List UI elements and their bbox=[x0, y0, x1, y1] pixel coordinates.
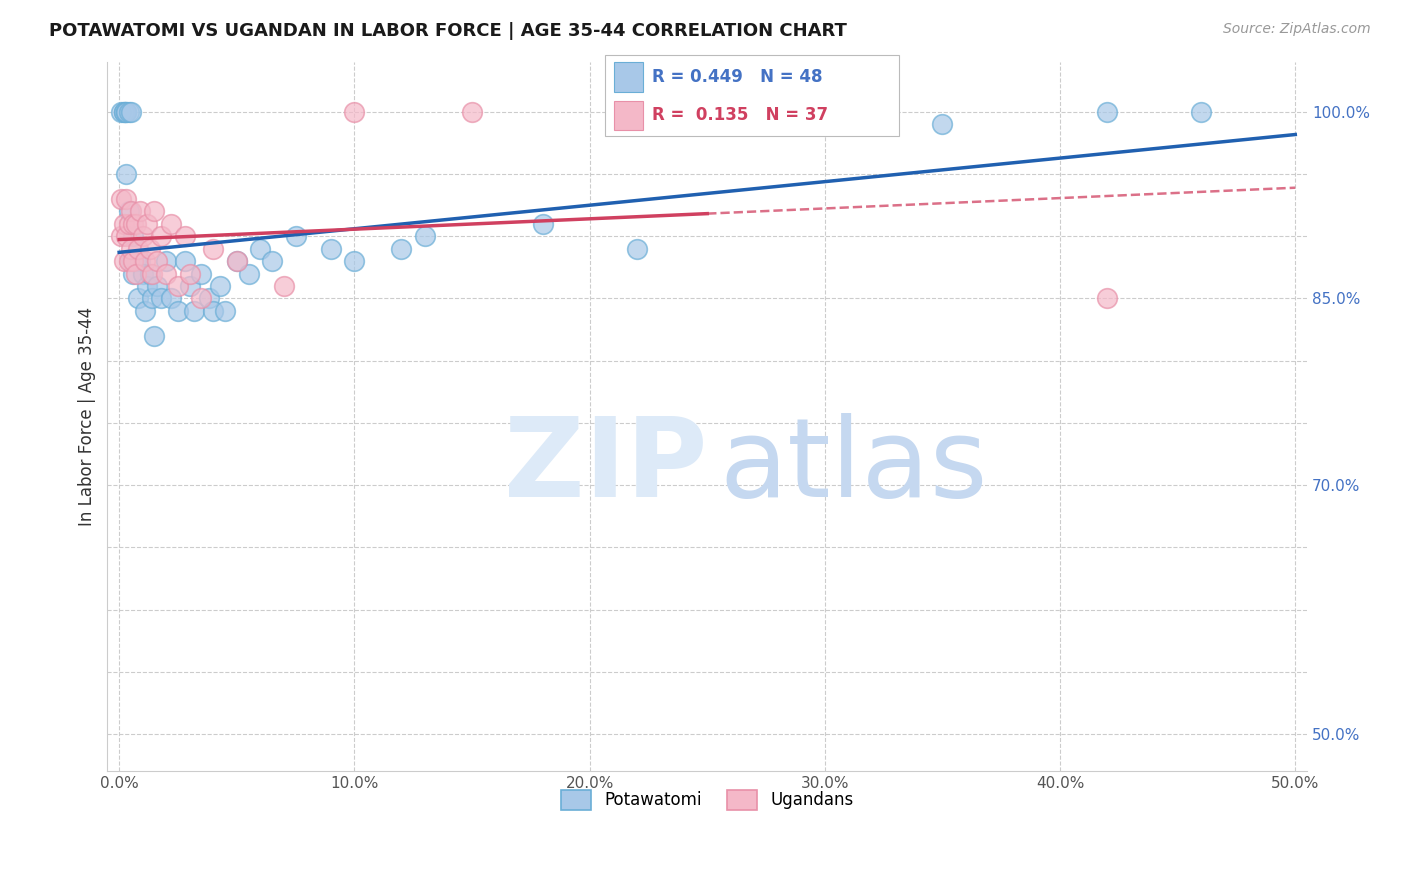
Point bbox=[141, 267, 163, 281]
Point bbox=[120, 104, 142, 119]
Point bbox=[202, 242, 225, 256]
Point bbox=[141, 292, 163, 306]
Point bbox=[134, 304, 156, 318]
Point bbox=[117, 104, 139, 119]
Point bbox=[136, 279, 159, 293]
Point bbox=[160, 217, 183, 231]
Text: Source: ZipAtlas.com: Source: ZipAtlas.com bbox=[1223, 22, 1371, 37]
Point bbox=[117, 217, 139, 231]
Point bbox=[131, 267, 153, 281]
Point bbox=[146, 279, 169, 293]
Point bbox=[202, 304, 225, 318]
Point bbox=[115, 192, 138, 206]
Point bbox=[174, 254, 197, 268]
Point bbox=[413, 229, 436, 244]
Point bbox=[179, 279, 201, 293]
Point bbox=[129, 204, 152, 219]
Point bbox=[273, 279, 295, 293]
Point bbox=[112, 217, 135, 231]
Point bbox=[284, 229, 307, 244]
Point bbox=[122, 217, 145, 231]
Legend: Potawatomi, Ugandans: Potawatomi, Ugandans bbox=[554, 784, 860, 816]
Point bbox=[143, 328, 166, 343]
Point bbox=[117, 254, 139, 268]
Point bbox=[115, 229, 138, 244]
Point bbox=[143, 204, 166, 219]
Text: POTAWATOMI VS UGANDAN IN LABOR FORCE | AGE 35-44 CORRELATION CHART: POTAWATOMI VS UGANDAN IN LABOR FORCE | A… bbox=[49, 22, 846, 40]
Point bbox=[124, 267, 146, 281]
Point bbox=[190, 267, 212, 281]
Point bbox=[155, 267, 177, 281]
Point bbox=[238, 267, 260, 281]
Point bbox=[1189, 104, 1212, 119]
Point bbox=[124, 217, 146, 231]
Point bbox=[150, 292, 173, 306]
Point bbox=[626, 242, 648, 256]
Point bbox=[931, 117, 953, 131]
Point bbox=[112, 104, 135, 119]
Point bbox=[343, 104, 366, 119]
Point bbox=[531, 217, 554, 231]
Point bbox=[1095, 104, 1118, 119]
Point bbox=[190, 292, 212, 306]
Point bbox=[112, 104, 135, 119]
Point bbox=[136, 217, 159, 231]
Y-axis label: In Labor Force | Age 35-44: In Labor Force | Age 35-44 bbox=[79, 307, 96, 526]
Point bbox=[179, 267, 201, 281]
Point bbox=[150, 229, 173, 244]
Point bbox=[391, 242, 413, 256]
Point bbox=[343, 254, 366, 268]
Text: atlas: atlas bbox=[720, 413, 987, 520]
Point bbox=[225, 254, 247, 268]
Point bbox=[122, 254, 145, 268]
Point bbox=[696, 104, 718, 119]
Point bbox=[160, 292, 183, 306]
Point bbox=[155, 254, 177, 268]
Point bbox=[129, 254, 152, 268]
Point bbox=[146, 254, 169, 268]
Point bbox=[117, 204, 139, 219]
Point bbox=[461, 104, 484, 119]
Point bbox=[319, 242, 342, 256]
Point bbox=[124, 254, 146, 268]
Point bbox=[120, 242, 142, 256]
Point bbox=[122, 267, 145, 281]
Point bbox=[167, 279, 190, 293]
Point bbox=[197, 292, 219, 306]
Text: ZIP: ZIP bbox=[503, 413, 707, 520]
Point bbox=[138, 242, 160, 256]
Point bbox=[127, 242, 149, 256]
Point bbox=[127, 292, 149, 306]
Point bbox=[214, 304, 236, 318]
Point bbox=[115, 104, 138, 119]
Point bbox=[225, 254, 247, 268]
Point bbox=[174, 229, 197, 244]
Point bbox=[110, 104, 132, 119]
Point bbox=[134, 254, 156, 268]
Point bbox=[167, 304, 190, 318]
Point bbox=[120, 254, 142, 268]
Point bbox=[110, 192, 132, 206]
Point bbox=[110, 229, 132, 244]
Point bbox=[115, 104, 138, 119]
Point bbox=[183, 304, 205, 318]
Point bbox=[138, 267, 160, 281]
Point bbox=[112, 254, 135, 268]
Point bbox=[209, 279, 232, 293]
Point bbox=[131, 229, 153, 244]
Point bbox=[122, 229, 145, 244]
Point bbox=[1095, 292, 1118, 306]
Point bbox=[120, 204, 142, 219]
Point bbox=[249, 242, 271, 256]
Point bbox=[260, 254, 283, 268]
Point bbox=[115, 167, 138, 181]
